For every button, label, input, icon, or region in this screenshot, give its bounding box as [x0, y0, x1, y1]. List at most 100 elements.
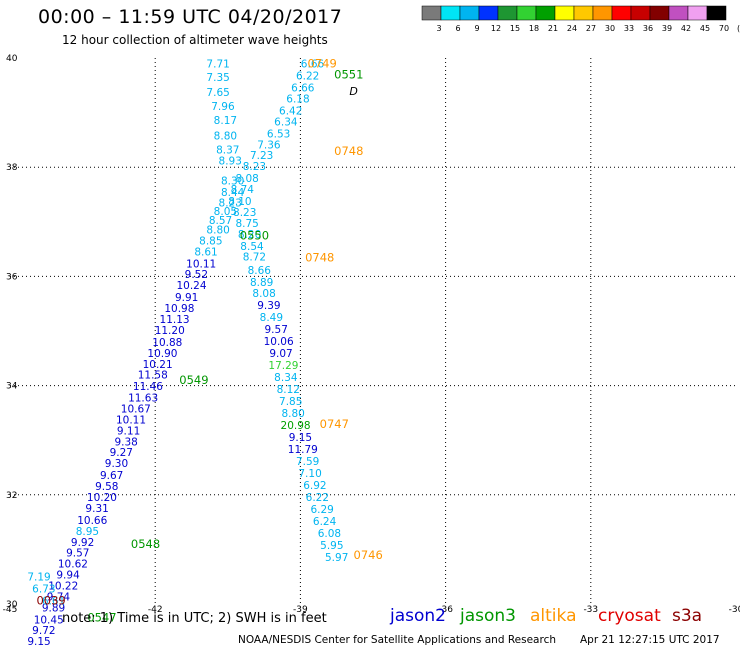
- wave-height-label: 7.35: [206, 72, 229, 84]
- chart-subtitle: 12 hour collection of altimeter wave hei…: [62, 33, 328, 47]
- time-label: 0551: [334, 67, 363, 81]
- wave-height-label: 9.94: [56, 570, 80, 582]
- colorbar-label: 27: [586, 24, 596, 33]
- wave-height-label: 8.61: [194, 246, 217, 258]
- colorbar-label: 18: [529, 24, 539, 33]
- wave-height-label: 9.57: [265, 324, 288, 336]
- colorbar-label: (ft): [737, 24, 740, 33]
- wave-height-label: 8.95: [76, 526, 99, 538]
- wave-height-label: 6.18: [286, 93, 309, 105]
- wave-height-label: 9.89: [42, 602, 65, 614]
- colorbar-label: 15: [510, 24, 520, 33]
- chart-title: 00:00 – 11:59 UTC 04/20/2017: [38, 6, 343, 28]
- wave-height-label: 8.93: [219, 156, 242, 168]
- wave-height-label: 8.66: [248, 265, 272, 277]
- colorbar-swatch: [516, 5, 537, 21]
- x-tick-label: -39: [293, 605, 308, 615]
- wave-height-label: 10.90: [147, 348, 177, 360]
- wave-height-label: 8.08: [235, 173, 258, 185]
- wave-height-label: 9.30: [105, 458, 128, 470]
- wave-height-label: 8.80: [281, 408, 304, 420]
- wave-height-label: 6.22: [306, 492, 329, 504]
- legend-s3a: s3a: [672, 606, 703, 626]
- wave-height-label: 11.63: [128, 393, 158, 405]
- y-tick-label: 32: [6, 491, 17, 501]
- colorbar-swatch: [535, 5, 556, 21]
- wave-height-label: 6.92: [303, 480, 326, 492]
- wave-height-label: 20.98: [281, 420, 311, 432]
- x-tick-label: -45: [3, 605, 18, 615]
- wave-height-label: 8.34: [274, 372, 298, 384]
- wave-height-label: 10.21: [143, 359, 173, 371]
- wave-height-label: 6.34: [274, 116, 298, 128]
- wave-height-label: 8.49: [260, 312, 283, 324]
- wave-height-label: 7.10: [298, 468, 321, 480]
- x-tick-label: -30: [729, 605, 740, 615]
- legend-cryosat: cryosat: [598, 606, 661, 626]
- wave-height-label: 8.23: [219, 198, 242, 210]
- wave-height-label: 9.27: [110, 447, 133, 459]
- colorbar-label: 24: [567, 24, 577, 33]
- wave-height-label: 9.07: [269, 348, 292, 360]
- wave-height-label: 8.20: [238, 229, 261, 241]
- colorbar-label: 70: [719, 24, 729, 33]
- colorbar-swatch: [630, 5, 651, 21]
- wave-height-label: 10.11: [186, 258, 216, 270]
- wave-height-label: 9.31: [85, 503, 108, 515]
- wave-height-label: 6.29: [310, 504, 333, 516]
- colorbar-swatch: [687, 5, 708, 21]
- wave-height-label: 17.29: [268, 360, 298, 372]
- colorbar-label: 30: [605, 24, 615, 33]
- wave-height-label: 10.22: [48, 580, 78, 592]
- wave-height-label: 10.06: [264, 336, 294, 348]
- legend-altika: altika: [530, 606, 577, 626]
- y-tick-label: 34: [6, 382, 18, 392]
- wave-height-label: 5.97: [325, 552, 348, 564]
- wave-height-label: 7.36: [257, 139, 281, 151]
- y-tick-label: 36: [6, 272, 18, 282]
- wave-height-label: 10.62: [58, 559, 88, 571]
- wave-height-label: 5.95: [320, 540, 343, 552]
- wave-height-label: 8.44: [221, 187, 245, 199]
- colorbar-label: 12: [491, 24, 501, 33]
- colorbar-label: 36: [643, 24, 653, 33]
- wave-height-label: 7.19: [27, 572, 50, 584]
- wave-height-label: 9.92: [71, 537, 94, 549]
- wave-height-label: 11.58: [138, 370, 168, 382]
- wave-height-label: 8.54: [240, 241, 264, 253]
- colorbar-swatch: [440, 5, 461, 21]
- time-label: 0748: [334, 144, 363, 158]
- footer-credit: NOAA/NESDIS Center for Satellite Applica…: [238, 634, 556, 646]
- time-label: 0550: [240, 228, 269, 242]
- wave-height-label: 9.74: [47, 591, 71, 603]
- wave-height-label: 11.46: [133, 381, 163, 393]
- colorbar-swatch: [459, 5, 480, 21]
- colorbar-swatch: [421, 5, 442, 21]
- wave-height-label: 8.23: [243, 161, 266, 173]
- wave-height-label: 9.58: [95, 481, 118, 493]
- wave-height-label: 11.13: [160, 314, 190, 326]
- wave-height-label: 8.80: [214, 131, 237, 143]
- wave-height-label: 9.72: [32, 625, 55, 637]
- x-tick-label: -36: [438, 605, 453, 615]
- colorbar-swatch: [649, 5, 670, 21]
- colorbar-swatch: [554, 5, 575, 21]
- wave-height-label: 11.20: [155, 325, 185, 337]
- colorbar-label: 9: [474, 24, 479, 33]
- wave-height-label: 7.85: [279, 396, 302, 408]
- wave-height-label: 11.79: [288, 444, 318, 456]
- colorbar-label: 3: [436, 24, 441, 33]
- wave-height-label: 10.67: [121, 404, 151, 416]
- wave-height-label: 7.59: [296, 456, 319, 468]
- wave-height-label: 6.24: [313, 516, 337, 528]
- time-label: 0746: [354, 548, 383, 562]
- wave-height-label: 8.10: [228, 196, 251, 208]
- wave-height-label: 6.61: [42, 596, 65, 608]
- wave-height-label: 9.11: [117, 425, 140, 437]
- wave-height-label: 6.66: [291, 82, 315, 94]
- colorbar-swatch: [611, 5, 632, 21]
- wave-height-label: 9.15: [27, 636, 50, 648]
- legend-jason2: jason2: [390, 606, 446, 626]
- wave-height-label: 7.96: [211, 101, 235, 113]
